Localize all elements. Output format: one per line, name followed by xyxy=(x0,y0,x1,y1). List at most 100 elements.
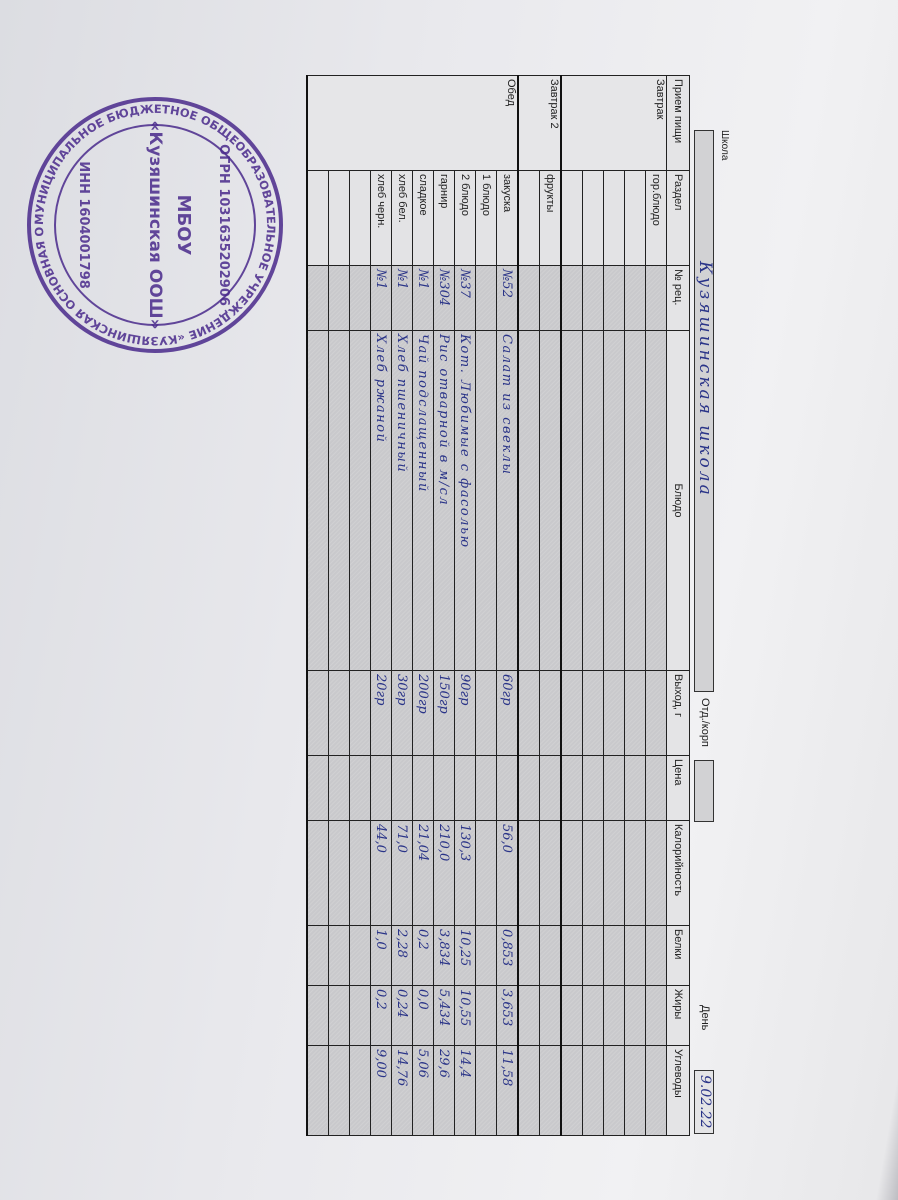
cell-yield: 20гр xyxy=(370,670,392,756)
cell-carbs: 5,06 xyxy=(412,1045,434,1136)
cell-kcal: 130,3 xyxy=(454,820,476,926)
cell-price xyxy=(603,755,625,821)
column-header-fat: Жиры xyxy=(666,985,690,1046)
menu-document: Школа Кузяшинская школа Отд./корп День 9… xyxy=(305,70,730,1140)
cell-kcal xyxy=(518,820,540,926)
cell-yield xyxy=(539,670,561,756)
table-row xyxy=(328,76,350,1136)
cell-section: 1 блюдо xyxy=(475,170,497,266)
cell-protein xyxy=(328,925,350,986)
cell-yield xyxy=(603,670,625,756)
cell-protein xyxy=(475,925,497,986)
cell-carbs xyxy=(349,1045,371,1136)
cell-dish xyxy=(624,330,646,671)
cell-section xyxy=(307,170,329,266)
cell-yield xyxy=(349,670,371,756)
cell-recipe: №1 xyxy=(391,265,413,331)
cell-protein xyxy=(307,925,329,986)
cell-fat xyxy=(561,985,583,1046)
cell-yield: 30гр xyxy=(391,670,413,756)
school-value: Кузяшинская школа xyxy=(695,261,715,498)
cell-carbs xyxy=(561,1045,583,1136)
cell-recipe: №1 xyxy=(370,265,392,331)
cell-price xyxy=(475,755,497,821)
table-row xyxy=(518,76,540,1136)
column-header-meal: Прием пищи xyxy=(666,75,690,171)
svg-text:«Кузяшинская ООШ»: «Кузяшинская ООШ» xyxy=(145,120,165,329)
cell-price xyxy=(454,755,476,821)
cell-carbs xyxy=(328,1045,350,1136)
cell-dish xyxy=(603,330,625,671)
cell-recipe xyxy=(645,265,667,331)
cell-section xyxy=(328,170,350,266)
cell-recipe: №304 xyxy=(433,265,455,331)
cell-fat: 3,653 xyxy=(496,985,518,1046)
cell-dish: Хлеб пшеничный xyxy=(391,330,413,671)
table-row: Завтрак 2 фрукты xyxy=(518,75,561,1136)
cell-protein: 10,25 xyxy=(454,925,476,986)
cell-yield xyxy=(518,670,540,756)
column-header-section: Раздел xyxy=(666,170,690,266)
cell-fat: 5,434 xyxy=(433,985,455,1046)
cell-section xyxy=(518,170,540,266)
cell-dish xyxy=(561,330,583,671)
table-row: Обед закуска №52 Салат из свеклы 60гр 56,0 0,8… xyxy=(307,75,518,1136)
cell-price xyxy=(624,755,646,821)
cell-dish: Хлеб ржаной xyxy=(370,330,392,671)
cell-carbs xyxy=(603,1045,625,1136)
cell-price xyxy=(391,755,413,821)
table-row: хлеб бел. №1 Хлеб пшеничный 30гр 71,0 2,28 0,2… xyxy=(391,76,413,1136)
cell-recipe: №52 xyxy=(496,265,518,331)
cell-yield: 90гр xyxy=(454,670,476,756)
cell-fat xyxy=(307,985,329,1046)
day-label: День xyxy=(699,1005,711,1031)
cell-kcal xyxy=(645,820,667,926)
cell-price xyxy=(370,755,392,821)
cell-dish xyxy=(349,330,371,671)
column-header-price: Цена xyxy=(666,755,690,821)
cell-section: 2 блюдо xyxy=(454,170,476,266)
cell-protein xyxy=(603,925,625,986)
cell-yield xyxy=(582,670,604,756)
cell-protein: 1,0 xyxy=(370,925,392,986)
cell-price xyxy=(645,755,667,821)
document-header: Школа Кузяшинская школа Отд./корп День 9… xyxy=(690,70,730,1140)
cell-dish xyxy=(539,330,561,671)
cell-kcal: 44,0 xyxy=(370,820,392,926)
cell-fat: 0,24 xyxy=(391,985,413,1046)
cell-yield: 200гр xyxy=(412,670,434,756)
cell-kcal xyxy=(349,820,371,926)
cell-dish: Кот. Любимые с фасолью xyxy=(454,330,476,671)
school-field: Кузяшинская школа xyxy=(694,130,715,692)
cell-yield xyxy=(624,670,646,756)
cell-kcal: 71,0 xyxy=(391,820,413,926)
meal-label: Обед xyxy=(307,75,518,171)
cell-dish xyxy=(518,330,540,671)
day-value: 9.02.22 xyxy=(697,1075,713,1129)
cell-protein xyxy=(624,925,646,986)
cell-dish: Салат из свеклы xyxy=(496,330,518,671)
cell-section: гор.блюдо xyxy=(645,170,667,266)
cell-kcal xyxy=(624,820,646,926)
cell-protein: 0,2 xyxy=(412,925,434,986)
cell-carbs xyxy=(307,1045,329,1136)
cell-kcal xyxy=(582,820,604,926)
cell-section: хлеб черн. xyxy=(370,170,392,266)
cell-section: фрукты xyxy=(539,170,561,266)
cell-recipe xyxy=(349,265,371,331)
column-header-yield: Выход, г xyxy=(666,670,690,756)
menu-table: Прием пищи Раздел № рец. Блюдо Выход, г Цена К… xyxy=(306,75,690,1136)
cell-price xyxy=(307,755,329,821)
cell-carbs xyxy=(582,1045,604,1136)
cell-price xyxy=(433,755,455,821)
cell-protein xyxy=(349,925,371,986)
cell-kcal xyxy=(307,820,329,926)
cell-section xyxy=(624,170,646,266)
cell-protein xyxy=(582,925,604,986)
cell-kcal xyxy=(561,820,583,926)
cell-yield xyxy=(475,670,497,756)
table-header-row: Прием пищи Раздел № рец. Блюдо Выход, г Цена К… xyxy=(666,75,690,1136)
cell-yield xyxy=(328,670,350,756)
cell-carbs xyxy=(475,1045,497,1136)
day-field: 9.02.22 xyxy=(694,1070,714,1134)
